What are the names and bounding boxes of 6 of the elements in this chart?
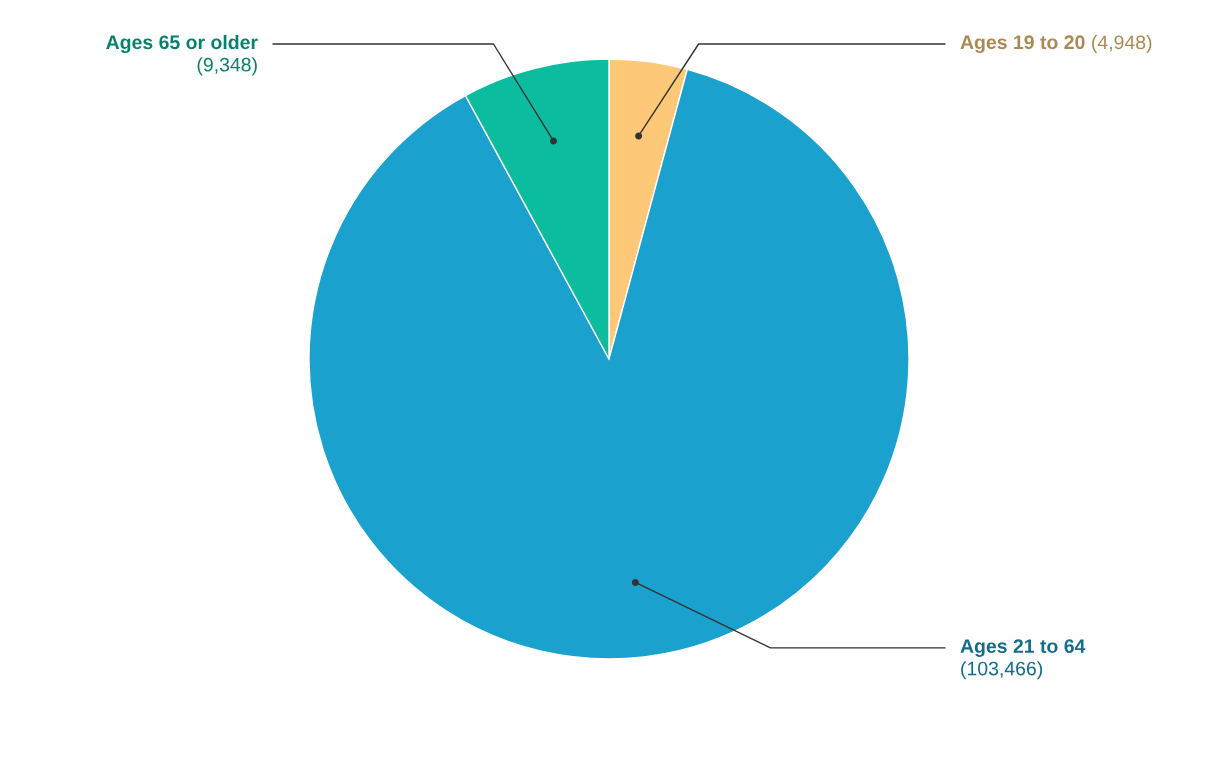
slice-label: Ages 19 to 20 [960,35,1085,54]
data-label: (9,348) [197,57,257,76]
data-label: (103,466) [961,661,1043,680]
data-label: (4,948) [1092,34,1152,54]
slice-label: Ages 65 or older [106,34,258,54]
slice-label: Ages 21 to 64 [960,639,1086,657]
